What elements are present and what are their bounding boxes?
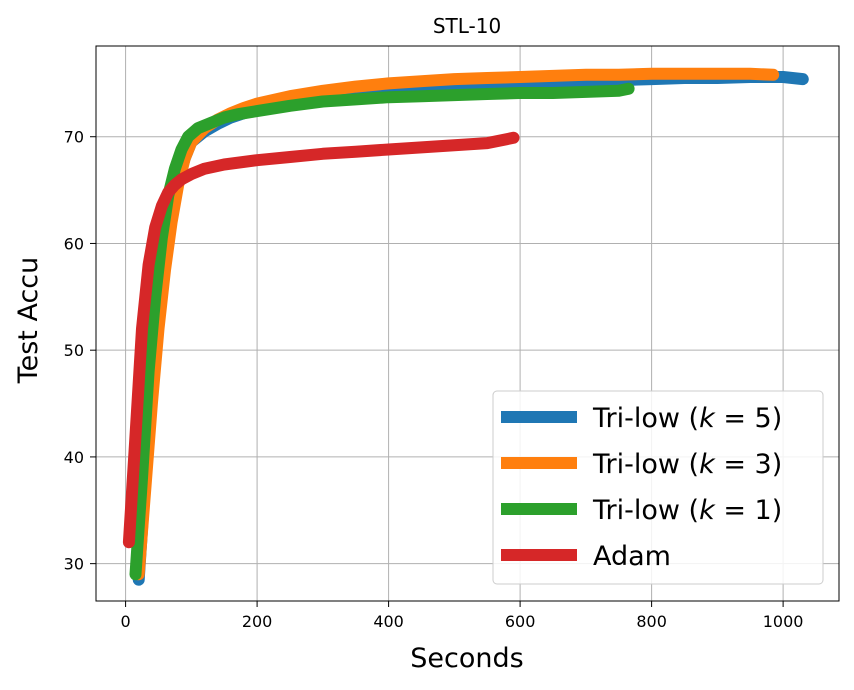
- x-tick-label: 200: [242, 612, 273, 631]
- x-tick-label: 1000: [763, 612, 804, 631]
- x-tick-label: 800: [636, 612, 667, 631]
- series-line-3: [122, 131, 520, 549]
- y-tick-label: 40: [64, 448, 84, 467]
- legend: Tri-low (k = 5) Tri-low (k = 3) Tri-low (k…: [492, 390, 824, 585]
- legend-label: Tri-low (k = 5): [592, 403, 782, 434]
- x-axis-ticks: 0 200 400 600 800 1000: [120, 601, 803, 631]
- y-tick-label: 70: [64, 128, 84, 147]
- grid-lines: [96, 46, 839, 601]
- legend-box: [492, 390, 824, 585]
- x-tick-label: 0: [120, 612, 130, 631]
- x-axis-label: Seconds: [410, 643, 523, 674]
- x-tick-label: 400: [373, 612, 404, 631]
- x-tick-label: 600: [505, 612, 536, 631]
- y-axis-label: Test Accu: [13, 257, 44, 385]
- series-layer: [122, 67, 809, 586]
- series-line-1: [132, 67, 780, 581]
- legend-label: Tri-low (k = 1): [592, 495, 782, 526]
- legend-label: Adam: [593, 541, 671, 572]
- y-tick-label: 50: [64, 341, 84, 360]
- legend-label: Tri-low (k = 3): [592, 449, 782, 480]
- y-axis-ticks: 30 40 50 60 70: [64, 128, 96, 574]
- y-tick-label: 30: [64, 555, 84, 574]
- chart-title: STL-10: [433, 14, 501, 38]
- plot-frame: [95, 45, 840, 602]
- y-tick-label: 60: [64, 234, 84, 253]
- series-line-2: [129, 82, 635, 581]
